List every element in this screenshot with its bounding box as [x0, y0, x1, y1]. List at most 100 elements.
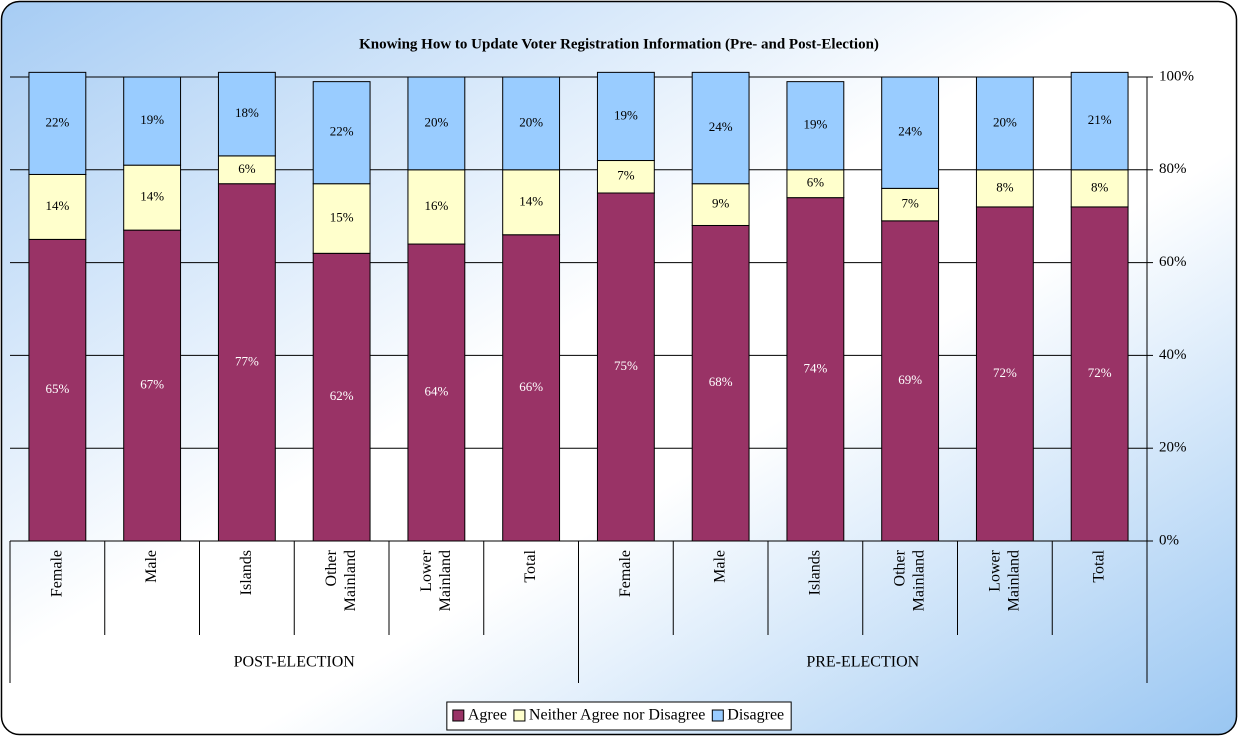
bar-segment: [975, 169, 1034, 208]
bar-segment: [502, 76, 561, 171]
data-label: 74%: [803, 360, 827, 375]
data-label: 68%: [709, 374, 733, 389]
x-tick-label: Male: [143, 550, 160, 583]
bar-segment: [312, 81, 371, 185]
data-label: 20%: [519, 114, 543, 129]
bar-segment: [975, 206, 1034, 542]
legend-swatch: [452, 709, 465, 722]
x-tick-label: Total: [1090, 549, 1107, 582]
y-tick-label: 100%: [1159, 68, 1194, 84]
bar-segment: [1070, 169, 1129, 208]
bar-segment: [407, 243, 466, 542]
bar-segment: [28, 238, 87, 542]
x-tick-label: Other Mainland: [891, 549, 927, 611]
bar-segment: [502, 234, 561, 542]
data-label: 24%: [709, 119, 733, 134]
bar-segment: [28, 71, 87, 175]
data-label: 62%: [330, 388, 354, 403]
bar-segment: [786, 197, 845, 542]
data-label: 8%: [1091, 179, 1109, 194]
data-label: 20%: [424, 114, 448, 129]
bar-segment: [786, 169, 845, 199]
bar-segment: [596, 192, 655, 542]
data-label: 19%: [140, 112, 164, 127]
bar-segment: [596, 71, 655, 162]
legend-label: Disagree: [727, 707, 784, 724]
chart-title: Knowing How to Update Voter Registration…: [359, 36, 879, 52]
legend-swatch: [513, 709, 526, 722]
data-label: 14%: [519, 193, 543, 208]
data-label: 72%: [993, 365, 1017, 380]
data-label: 20%: [993, 114, 1017, 129]
data-label: 8%: [996, 179, 1014, 194]
data-label: 15%: [330, 210, 354, 225]
data-label: 7%: [901, 196, 919, 211]
x-tick-label: Islands: [806, 550, 823, 595]
bar-segment: [407, 76, 466, 171]
data-label: 64%: [424, 384, 448, 399]
y-tick-label: 60%: [1159, 254, 1187, 270]
bar-segment: [123, 229, 182, 542]
bar-segment: [312, 252, 371, 542]
y-tick-label: 80%: [1159, 161, 1187, 177]
data-label: 75%: [614, 358, 638, 373]
y-tick-label: 40%: [1159, 347, 1187, 363]
group-label: PRE-ELECTION: [806, 654, 919, 671]
data-label: 22%: [330, 124, 354, 139]
data-label: 69%: [898, 372, 922, 387]
bar-segment: [881, 187, 940, 222]
legend-swatch: [711, 709, 724, 722]
data-label: 72%: [1088, 365, 1112, 380]
x-tick-label: Female: [617, 550, 634, 597]
y-tick-label: 0%: [1159, 532, 1179, 548]
data-label: 67%: [140, 377, 164, 392]
legend-label: Neither Agree nor Disagree: [529, 707, 705, 724]
bar-segment: [123, 76, 182, 166]
data-label: 22%: [45, 114, 69, 129]
data-label: 21%: [1088, 112, 1112, 127]
bar-segment: [217, 155, 276, 185]
group-label: POST-ELECTION: [234, 654, 356, 671]
bar-segment: [217, 71, 276, 157]
data-label: 77%: [235, 353, 259, 368]
data-label: 14%: [45, 198, 69, 213]
bar-segment: [407, 169, 466, 245]
x-tick-label: Lower Mainland: [418, 549, 454, 611]
bar-segment: [786, 81, 845, 171]
bar-segment: [691, 183, 750, 226]
x-tick-label: Other Mainland: [323, 549, 359, 611]
bar-segment: [1070, 71, 1129, 171]
bar-segment: [217, 183, 276, 542]
data-label: 24%: [898, 124, 922, 139]
bar-segment: [975, 76, 1034, 171]
data-label: 6%: [807, 175, 825, 190]
bar-segment: [691, 224, 750, 542]
legend-label: Agree: [468, 707, 507, 724]
x-tick-label: Male: [711, 550, 728, 583]
bar-segment: [123, 164, 182, 231]
data-label: 19%: [803, 117, 827, 132]
legend-box: [446, 701, 792, 731]
data-label: 16%: [424, 198, 448, 213]
legend: Agree Neither Agree nor Disagree Disagree: [446, 701, 792, 731]
bar-segment: [312, 183, 371, 254]
data-label: 18%: [235, 105, 259, 120]
data-label: 6%: [238, 161, 256, 176]
data-label: 65%: [45, 381, 69, 396]
x-tick-label: Female: [48, 550, 65, 597]
data-label: 66%: [519, 379, 543, 394]
data-label: 14%: [140, 189, 164, 204]
bar-segment: [881, 76, 940, 189]
x-tick-label: Lower Mainland: [986, 549, 1022, 611]
bar-segment: [502, 169, 561, 236]
x-tick-label: Total: [522, 549, 539, 582]
bar-segment: [28, 173, 87, 240]
data-label: 19%: [614, 107, 638, 122]
bar-segment: [691, 71, 750, 185]
data-label: 7%: [617, 168, 635, 183]
data-label: 9%: [712, 196, 730, 211]
bar-segment: [881, 220, 940, 542]
y-tick-label: 20%: [1159, 440, 1187, 456]
x-tick-label: Islands: [238, 550, 255, 595]
